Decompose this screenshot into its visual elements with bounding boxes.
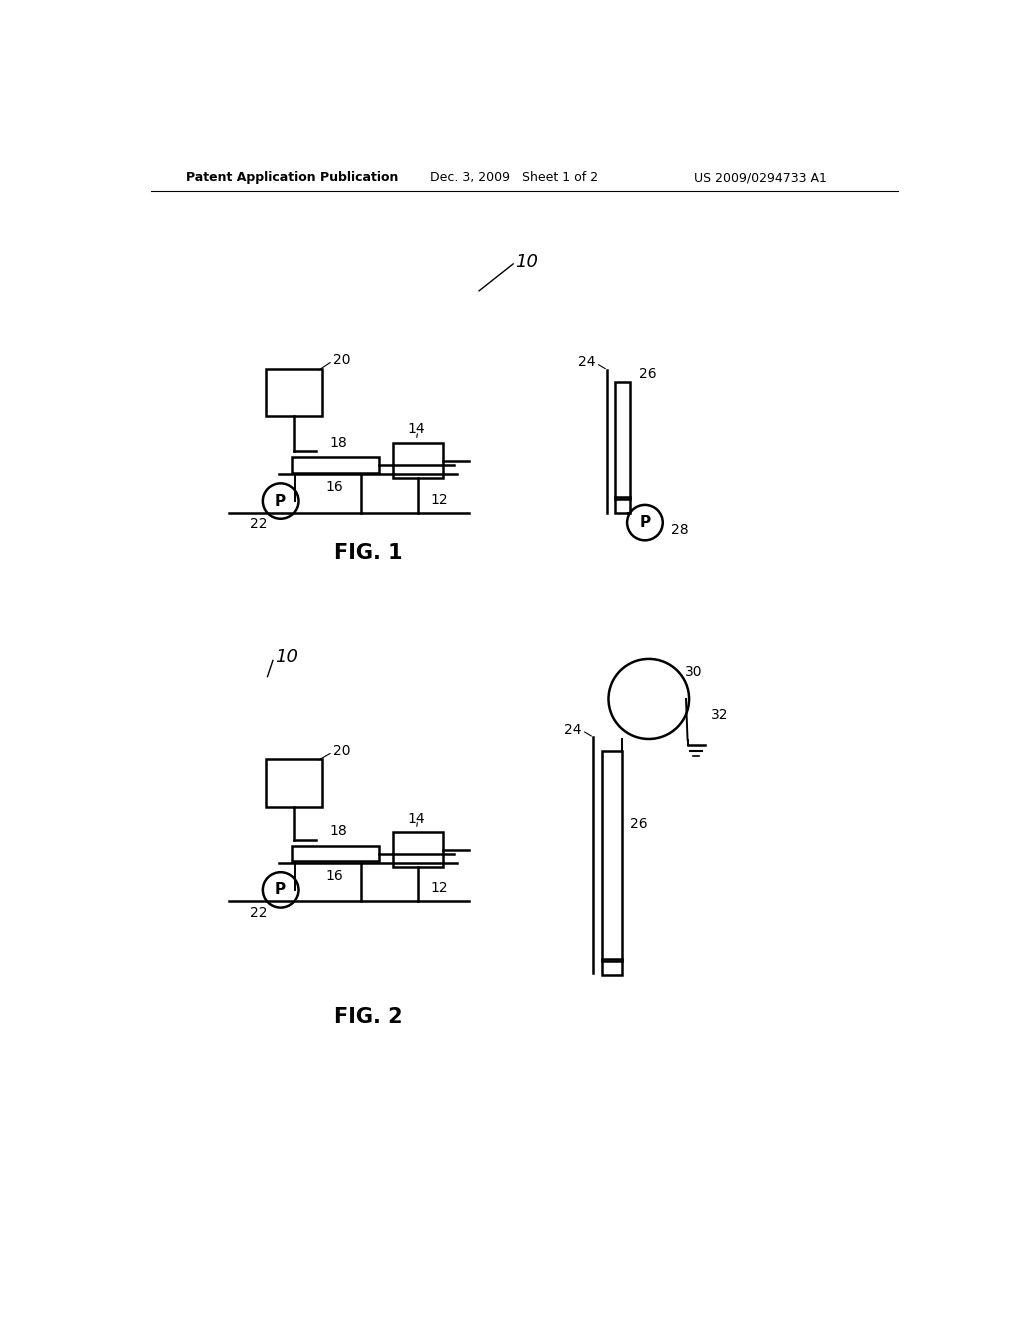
Text: 24: 24 — [578, 355, 595, 370]
Text: FIG. 2: FIG. 2 — [334, 1007, 402, 1027]
Text: 14: 14 — [407, 422, 425, 437]
Text: 20: 20 — [334, 354, 351, 367]
Text: 12: 12 — [430, 882, 447, 895]
Text: US 2009/0294733 A1: US 2009/0294733 A1 — [693, 172, 826, 185]
Text: 26: 26 — [640, 367, 657, 381]
Text: P: P — [639, 515, 650, 531]
Text: 24: 24 — [564, 723, 582, 737]
Text: 18: 18 — [330, 824, 347, 838]
Text: FIG. 1: FIG. 1 — [334, 543, 402, 562]
Bar — [393, 444, 443, 478]
Text: 22: 22 — [251, 906, 268, 920]
Bar — [614, 381, 630, 499]
Text: P: P — [275, 882, 287, 898]
Text: P: P — [275, 494, 287, 508]
Bar — [393, 832, 443, 867]
Bar — [266, 368, 322, 416]
Text: 26: 26 — [630, 817, 648, 832]
Text: 10: 10 — [515, 253, 539, 272]
Text: 14: 14 — [407, 812, 425, 826]
Bar — [292, 457, 379, 473]
Text: Patent Application Publication: Patent Application Publication — [186, 172, 398, 185]
Bar — [292, 846, 379, 862]
Text: 20: 20 — [334, 744, 351, 758]
Bar — [602, 960, 622, 974]
Text: 16: 16 — [326, 869, 343, 883]
Text: 30: 30 — [684, 665, 701, 678]
Bar — [602, 751, 622, 961]
Text: Dec. 3, 2009   Sheet 1 of 2: Dec. 3, 2009 Sheet 1 of 2 — [430, 172, 598, 185]
Text: 28: 28 — [671, 523, 688, 536]
Text: 16: 16 — [326, 480, 343, 494]
Bar — [614, 498, 630, 512]
Bar — [266, 759, 322, 807]
Text: 12: 12 — [430, 492, 447, 507]
Text: 18: 18 — [330, 437, 347, 450]
Text: 10: 10 — [275, 648, 298, 667]
Text: 22: 22 — [251, 517, 268, 531]
Text: 32: 32 — [711, 708, 728, 722]
